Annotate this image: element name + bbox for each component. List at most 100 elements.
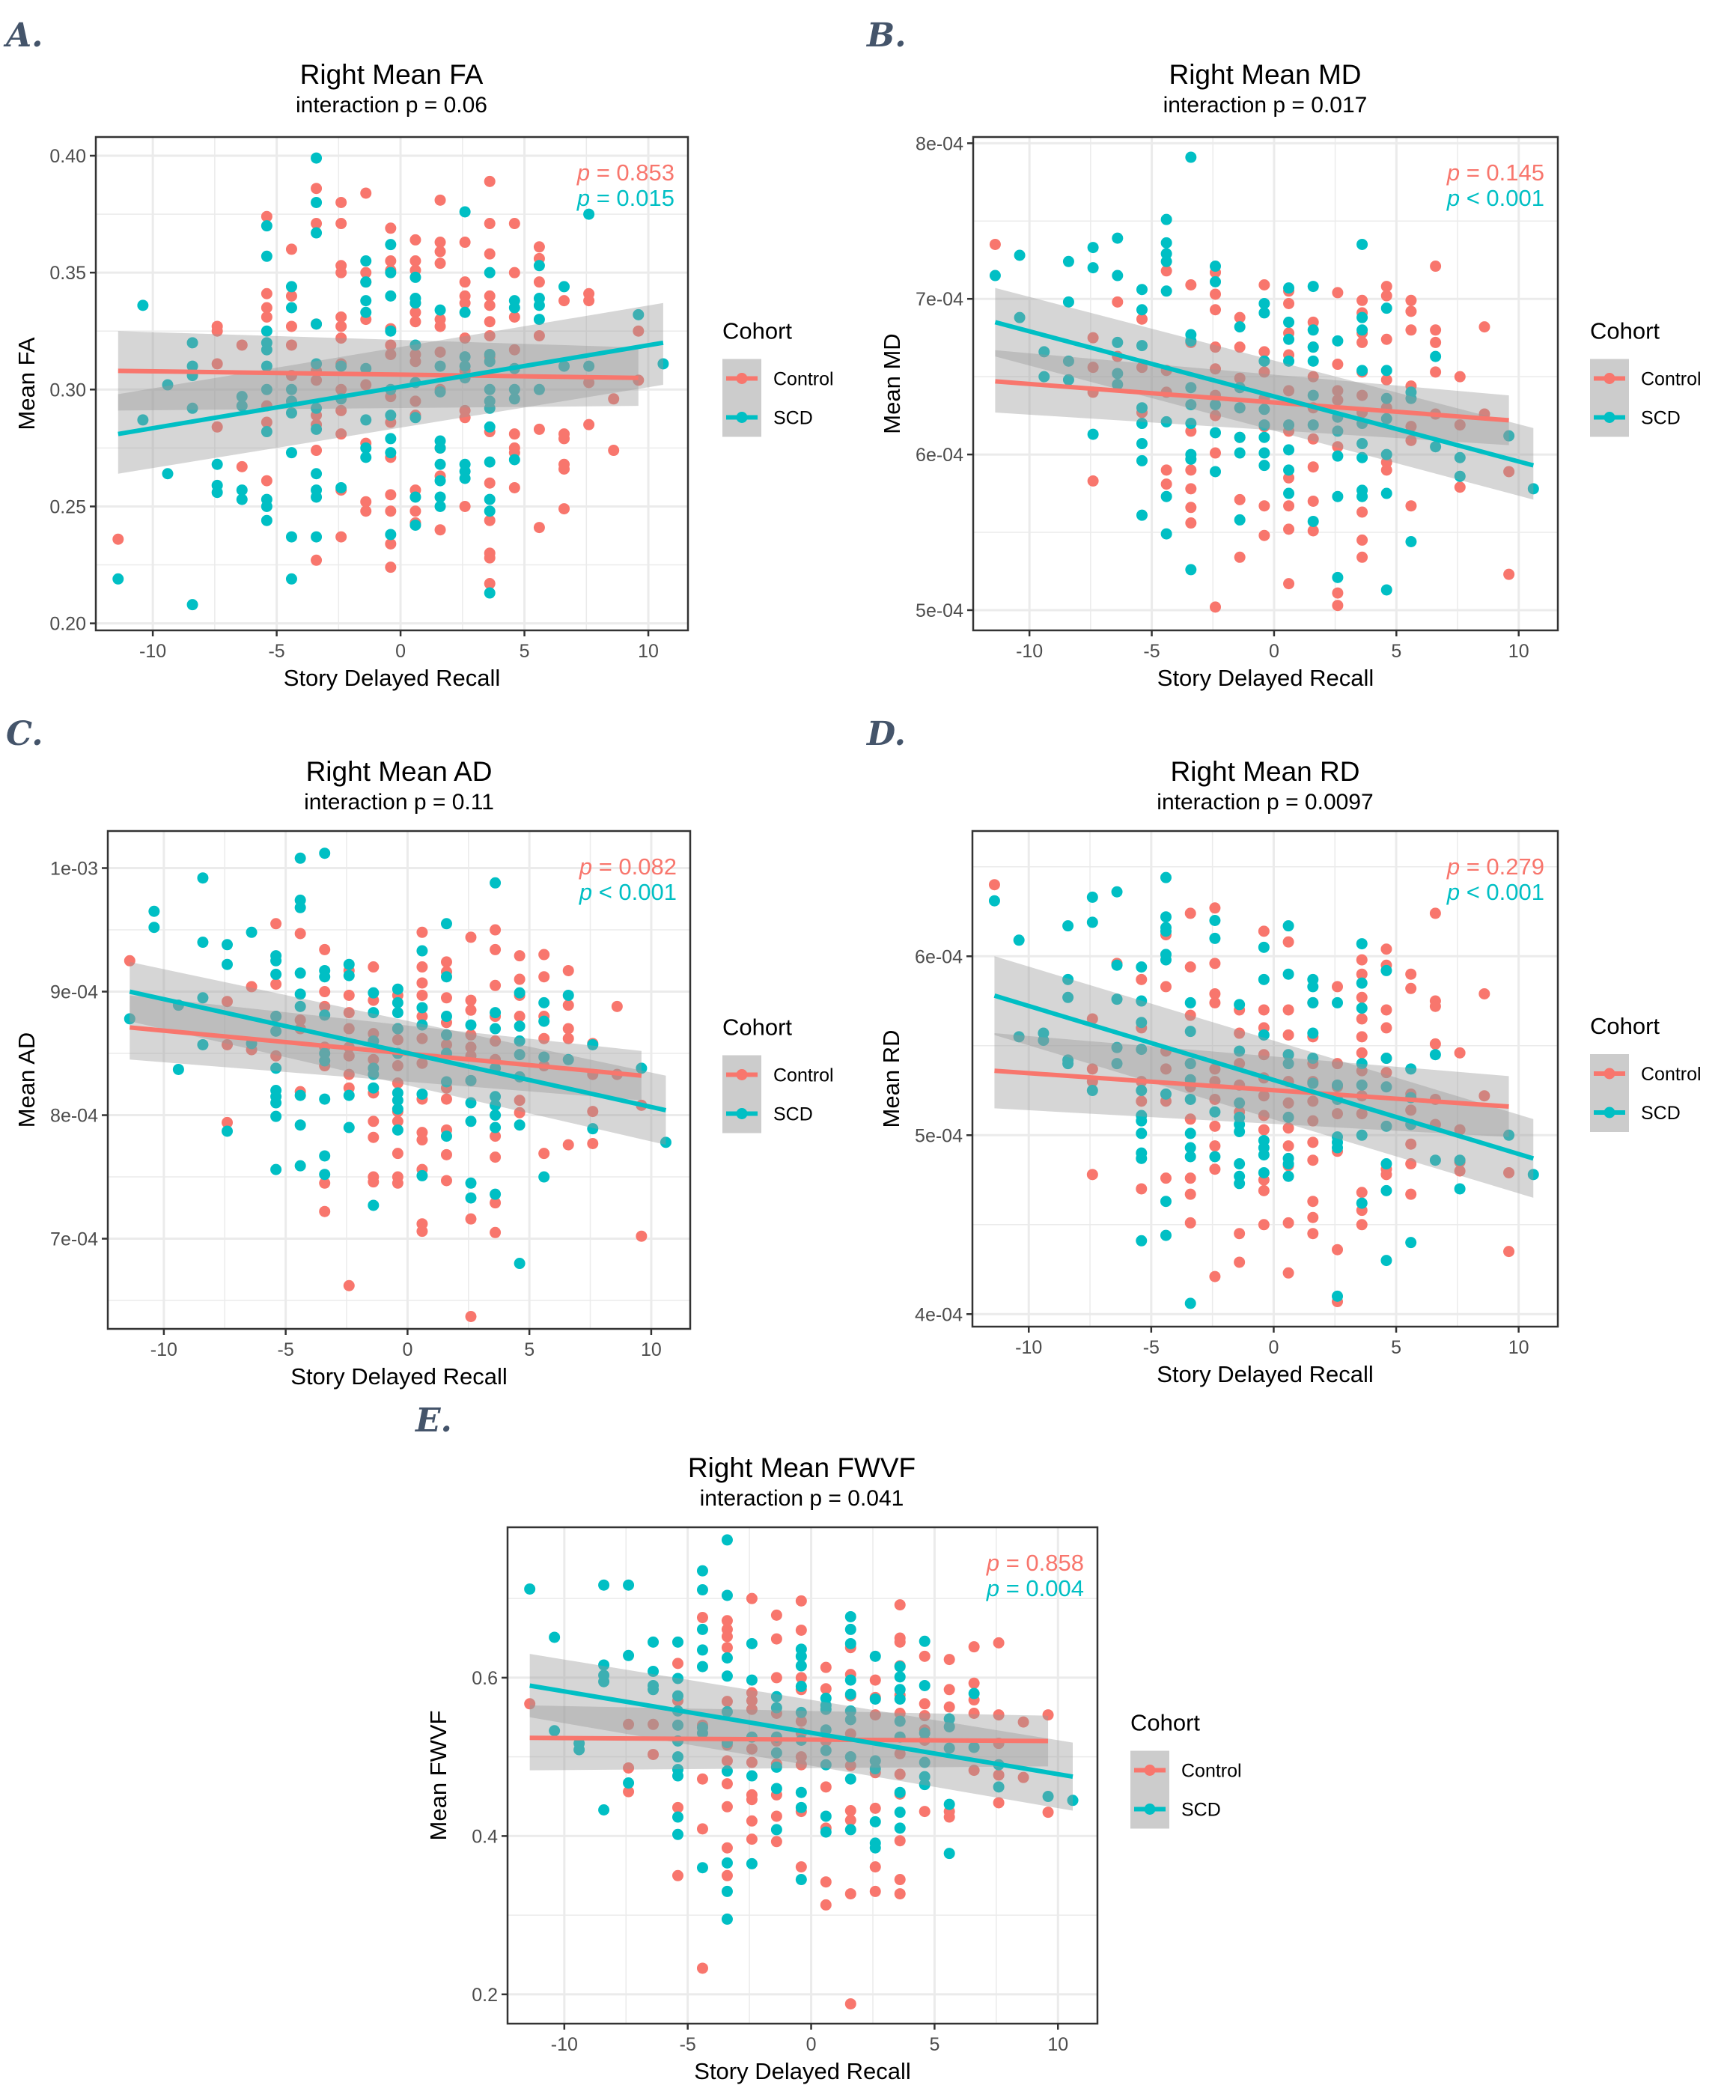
data-point — [1258, 1124, 1270, 1136]
data-point — [484, 175, 496, 187]
regression-line-control — [529, 1735, 1049, 1744]
data-point — [1454, 1154, 1466, 1166]
data-point — [211, 421, 223, 433]
data-point — [968, 1741, 980, 1753]
data-point — [648, 1684, 660, 1696]
data-point — [1258, 1004, 1270, 1016]
data-point — [1356, 1079, 1368, 1091]
data-point — [1380, 456, 1392, 468]
data-point — [1184, 1217, 1196, 1229]
data-point — [514, 1119, 526, 1131]
data-point — [1405, 294, 1417, 306]
data-point — [1405, 421, 1417, 433]
data-point — [746, 1794, 758, 1806]
data-point — [1160, 1088, 1172, 1100]
data-point — [1380, 1022, 1392, 1034]
data-point — [434, 304, 446, 316]
chart-subtitle: interaction p = 0.041 — [700, 1486, 904, 1511]
data-point — [508, 302, 520, 314]
data-point — [484, 421, 496, 433]
data-point — [1185, 502, 1197, 514]
data-point — [1234, 402, 1246, 414]
data-point — [1209, 1163, 1221, 1175]
data-point — [385, 410, 397, 421]
data-point — [746, 1687, 758, 1699]
data-point — [465, 1019, 477, 1031]
x-tick-label: 5 — [1391, 1337, 1401, 1358]
data-point — [434, 237, 446, 249]
data-point — [1282, 1111, 1294, 1123]
x-tick-label: 0 — [1269, 641, 1279, 662]
data-point — [1062, 1058, 1074, 1070]
data-point — [1332, 1108, 1344, 1120]
data-point — [162, 468, 174, 480]
data-point — [1136, 1183, 1148, 1195]
data-point — [1086, 1169, 1098, 1181]
legend: Cohort Control SCD — [722, 1014, 834, 1133]
data-point — [1209, 996, 1221, 1008]
data-point — [197, 1038, 209, 1050]
data-point — [562, 1139, 574, 1151]
series-scd-points — [124, 847, 671, 1270]
data-point — [844, 1759, 856, 1771]
data-point — [1332, 571, 1344, 583]
data-point — [1185, 279, 1197, 290]
data-point — [894, 1822, 906, 1834]
data-point — [311, 445, 323, 457]
legend-point-swatch — [736, 1069, 748, 1080]
data-point — [993, 1769, 1005, 1781]
data-point — [671, 1828, 683, 1840]
legend-point-swatch — [736, 412, 748, 423]
legend-label: Control — [1641, 1064, 1702, 1085]
data-point — [795, 1706, 807, 1718]
data-point — [820, 1703, 832, 1715]
data-point — [1136, 961, 1148, 973]
chart-title: Right Mean AD — [306, 756, 493, 787]
data-point — [1332, 450, 1344, 462]
panel-label-a: A. — [6, 16, 43, 55]
data-point — [1307, 515, 1319, 527]
data-point — [820, 1781, 832, 1793]
data-point — [1087, 362, 1099, 374]
data-point — [360, 276, 372, 288]
data-point — [1332, 1058, 1344, 1070]
data-point — [416, 1011, 428, 1023]
data-point — [623, 1649, 635, 1661]
data-point — [1038, 346, 1050, 358]
data-point — [465, 1097, 477, 1109]
data-point — [490, 1226, 502, 1238]
data-point — [1184, 1151, 1196, 1163]
regression-line-scd — [993, 993, 1535, 1161]
data-point — [943, 1720, 955, 1732]
data-point — [721, 1652, 733, 1664]
data-point — [1136, 1152, 1148, 1164]
y-tick-label: 0.20 — [49, 614, 86, 635]
data-point — [490, 877, 502, 889]
data-point — [558, 295, 570, 307]
data-point — [1234, 1027, 1246, 1039]
data-point — [623, 1777, 635, 1789]
x-tick-label: 5 — [929, 2034, 939, 2055]
data-point — [409, 519, 421, 531]
data-point — [368, 1007, 380, 1019]
data-point — [1087, 428, 1099, 440]
data-point — [1210, 410, 1222, 421]
data-point — [490, 1023, 502, 1035]
data-point — [409, 356, 421, 368]
p-value-control: p = 0.082 — [579, 853, 677, 880]
plot-border — [506, 1526, 1099, 2025]
data-point — [869, 1842, 881, 1854]
data-point — [1234, 1126, 1246, 1138]
data-point — [1258, 941, 1270, 953]
data-point — [1356, 551, 1368, 563]
data-point — [409, 306, 421, 318]
data-point — [311, 358, 323, 370]
data-point — [1234, 341, 1246, 353]
data-point — [1062, 374, 1074, 386]
data-point — [1160, 1229, 1172, 1241]
data-point — [623, 1786, 635, 1798]
data-point — [820, 1876, 832, 1888]
data-point — [1258, 1049, 1270, 1061]
data-point — [416, 1019, 428, 1031]
data-point — [335, 383, 347, 395]
